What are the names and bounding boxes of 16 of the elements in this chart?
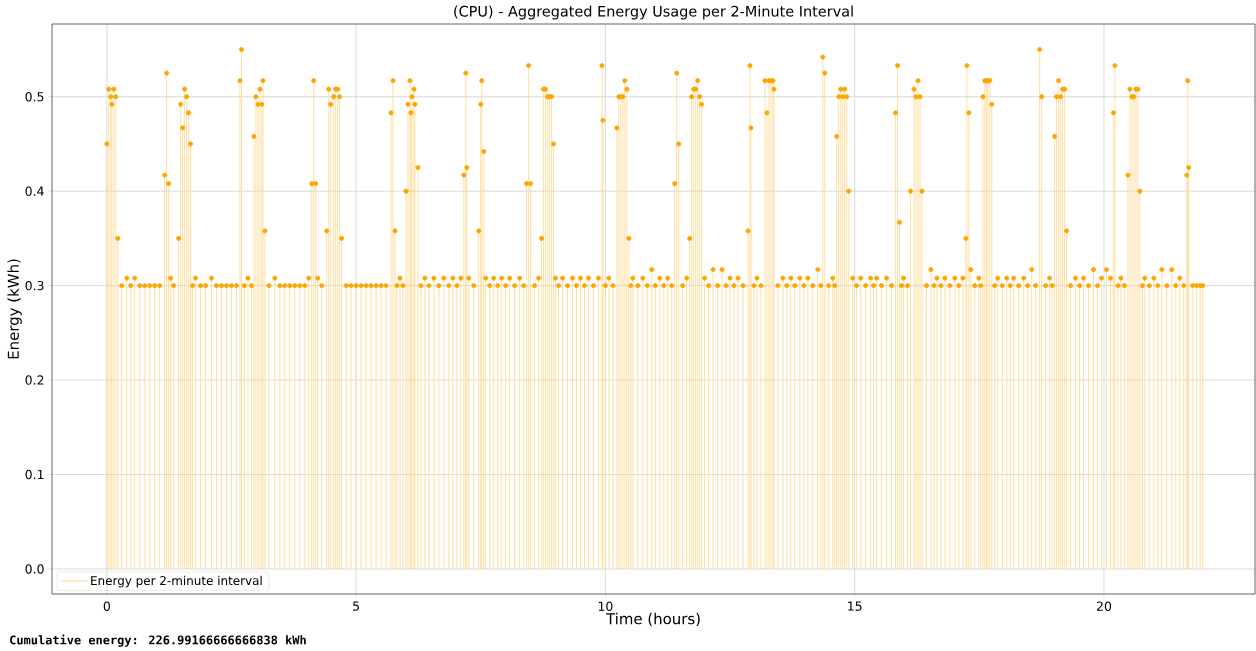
x-tick-label: 20 (1096, 601, 1112, 611)
text: Energy per 2-minute interval (91, 575, 262, 588)
text: Cumulative energy: 226.99166666666838 kWh (10, 634, 306, 647)
x-axis-title: Time (hours) (605, 612, 700, 627)
y-tick-label: 0.2 (25, 375, 44, 385)
x-tick-label: 0 (103, 601, 110, 611)
x-tick-label: 5 (353, 601, 359, 611)
y-tick-label: 0.4 (25, 186, 44, 196)
x-tick-label: 15 (848, 601, 862, 611)
x-tick-label: 10 (598, 601, 613, 611)
y-tick-label: 0.5 (25, 92, 44, 102)
y-tick-label: 0.0 (25, 564, 44, 574)
y-tick-label: 0.3 (25, 280, 44, 291)
chart-title: (CPU) - Aggregated Energy Usage per 2-Minute Interval (454, 5, 853, 20)
y-axis-title: Energy (kWh) (7, 259, 22, 359)
y-tick-label: 0.1 (25, 469, 44, 480)
